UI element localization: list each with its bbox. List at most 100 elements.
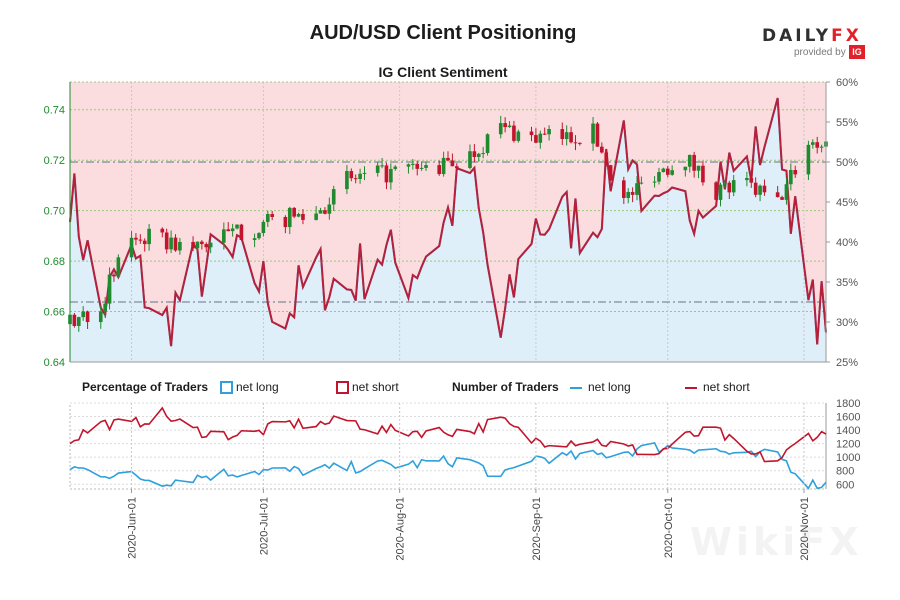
candle-body bbox=[621, 180, 626, 198]
candle-body bbox=[270, 214, 275, 218]
candle-body bbox=[507, 125, 512, 128]
candle-body bbox=[476, 153, 481, 158]
legend-num-short-line bbox=[685, 387, 697, 389]
candle-body bbox=[296, 213, 301, 217]
pct-tick-label: 60% bbox=[836, 77, 858, 89]
x-tick-label: 2020-Sep-01 bbox=[531, 497, 543, 561]
chart-title: AUD/USD Client Positioning bbox=[309, 22, 577, 44]
candle-body bbox=[450, 160, 455, 167]
traders-tick-label: 600 bbox=[836, 479, 854, 491]
candle-body bbox=[784, 184, 789, 200]
candle-body bbox=[164, 232, 169, 250]
candle-body bbox=[353, 178, 358, 180]
candle-body bbox=[252, 238, 257, 241]
candle-body bbox=[107, 274, 112, 304]
x-tick-label: 2020-Nov-01 bbox=[799, 497, 811, 561]
candle-body bbox=[169, 237, 173, 250]
candle-body bbox=[578, 142, 582, 144]
candle-body bbox=[406, 164, 411, 167]
candle-body bbox=[134, 237, 138, 240]
candle-body bbox=[727, 182, 732, 193]
candle-body bbox=[72, 314, 77, 326]
candle-body bbox=[731, 180, 736, 193]
candle-body bbox=[226, 229, 231, 232]
candle-body bbox=[380, 165, 384, 167]
candle-body bbox=[239, 224, 244, 241]
candle-body bbox=[718, 184, 723, 200]
candle-body bbox=[591, 123, 595, 144]
candle-body bbox=[345, 171, 349, 190]
candle-body bbox=[516, 131, 521, 141]
price-tick-label: 0.74 bbox=[44, 105, 65, 117]
candle-body bbox=[358, 173, 362, 179]
candle-body bbox=[714, 182, 718, 200]
pct-tick-label: 25% bbox=[836, 357, 858, 369]
candle-body bbox=[349, 171, 354, 179]
candle-body bbox=[103, 303, 107, 312]
candle-body bbox=[411, 163, 415, 165]
candle-body bbox=[661, 168, 666, 173]
candle-body bbox=[424, 165, 428, 168]
candle-body bbox=[485, 134, 490, 154]
candle-body bbox=[419, 167, 424, 169]
candle-body bbox=[569, 132, 573, 143]
candle-body bbox=[630, 191, 635, 195]
legend-net-long-square bbox=[220, 381, 233, 394]
price-tick-label: 0.72 bbox=[44, 155, 65, 167]
candle-body bbox=[806, 144, 811, 175]
pct-tick-label: 40% bbox=[836, 237, 858, 249]
net-long-traders-line bbox=[69, 441, 827, 490]
candle-body bbox=[287, 207, 292, 228]
candle-body bbox=[301, 213, 305, 220]
candle-body bbox=[687, 154, 692, 167]
candle-body bbox=[384, 165, 389, 183]
candle-body bbox=[753, 182, 758, 195]
candle-body bbox=[173, 237, 178, 251]
candle-body bbox=[701, 165, 705, 183]
candle-body bbox=[437, 165, 442, 175]
candle-body bbox=[564, 132, 569, 140]
traders-tick-label: 1600 bbox=[836, 412, 860, 424]
candle-body bbox=[318, 210, 323, 214]
candle-body bbox=[230, 228, 235, 232]
candle-body bbox=[314, 213, 318, 220]
candle-body bbox=[446, 157, 450, 161]
candle-body bbox=[639, 182, 644, 184]
candle-body bbox=[81, 311, 86, 318]
candle-body bbox=[547, 129, 551, 135]
candle-body bbox=[142, 240, 147, 245]
candle-body bbox=[529, 131, 534, 136]
legend-num-long-line bbox=[570, 387, 582, 389]
price-tick-label: 0.70 bbox=[44, 206, 65, 218]
candle-body bbox=[147, 228, 151, 245]
candle-body bbox=[815, 142, 820, 148]
candle-body bbox=[696, 165, 701, 171]
price-tick-label: 0.64 bbox=[44, 357, 65, 369]
legend-net-short-square bbox=[336, 381, 349, 394]
candle-body bbox=[542, 133, 547, 135]
candle-body bbox=[331, 189, 336, 205]
legend-num-long: net long bbox=[588, 380, 631, 394]
candle-body bbox=[389, 168, 393, 183]
legend-pct-long: net long bbox=[236, 380, 279, 394]
candle-body bbox=[810, 142, 815, 145]
x-tick-label: 2020-Oct-01 bbox=[663, 497, 675, 558]
candle-body bbox=[76, 317, 81, 326]
candle-body bbox=[670, 170, 674, 175]
candle-body bbox=[472, 151, 477, 158]
traders-tick-label: 1800 bbox=[836, 398, 860, 410]
candle-body bbox=[498, 123, 503, 135]
candle-body bbox=[604, 152, 609, 166]
chart-subtitle: IG Client Sentiment bbox=[378, 64, 508, 80]
candle-body bbox=[98, 311, 103, 323]
candle-body bbox=[503, 123, 507, 128]
candle-body bbox=[195, 241, 200, 249]
candle-body bbox=[200, 241, 204, 245]
candle-body bbox=[626, 191, 631, 198]
candle-body bbox=[692, 154, 696, 171]
candle-body bbox=[112, 274, 116, 277]
candle-body bbox=[261, 221, 266, 234]
traders-tick-label: 800 bbox=[836, 466, 854, 478]
candle-body bbox=[652, 181, 657, 183]
